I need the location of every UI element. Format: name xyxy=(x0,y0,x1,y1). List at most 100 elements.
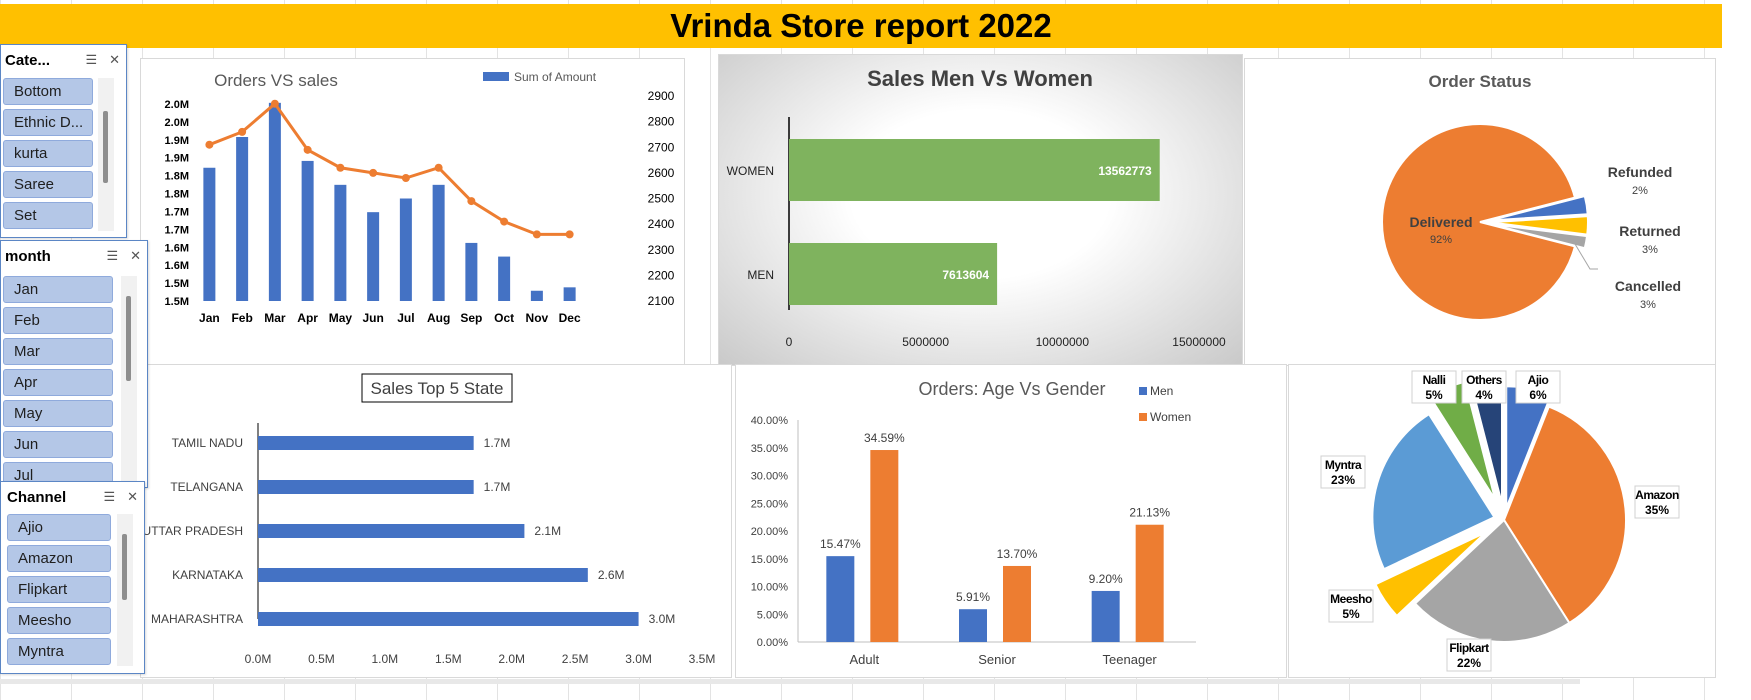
bar xyxy=(203,167,216,301)
clear-filter-icon[interactable]: ✕ xyxy=(127,489,138,504)
slicer-item-apr[interactable]: Apr xyxy=(3,369,113,396)
line-point xyxy=(434,163,443,172)
y-tick-label: 20.00% xyxy=(751,526,789,538)
line-point xyxy=(238,127,247,136)
bar-value-label: 2.1M xyxy=(534,524,561,538)
pie-slice xyxy=(1489,222,1589,250)
channel-slicer[interactable]: Channel ☰ ✕ Ajio Amazon Flipkart Meesho … xyxy=(0,481,145,674)
slicer-item-set[interactable]: Set xyxy=(3,202,93,229)
y-tick-label: TAMIL NADU xyxy=(172,436,243,450)
left-tick-label: 1.6M xyxy=(165,260,189,272)
slicer-item-ajio[interactable]: Ajio xyxy=(7,514,111,541)
y-tick-label: 15.00% xyxy=(751,554,789,566)
multi-select-icon[interactable]: ☰ xyxy=(85,52,98,67)
order-status-chart[interactable]: Order Status Delivered 92% Refunded 2% Return… xyxy=(1244,58,1716,366)
line-point xyxy=(369,168,378,177)
bar-value-label: 21.13% xyxy=(1129,506,1170,520)
slicer-item-amazon[interactable]: Amazon xyxy=(7,545,111,572)
x-tick-label: 0 xyxy=(786,335,793,349)
sheet-bottom-strip xyxy=(0,679,1580,684)
legend-swatch xyxy=(483,72,509,81)
legend-swatch xyxy=(1139,413,1147,421)
bar-value-label: 34.59% xyxy=(864,431,905,445)
bar xyxy=(367,212,380,301)
slicer-item-bottom[interactable]: Bottom xyxy=(3,78,93,105)
left-tick-label: 1.7M xyxy=(165,206,189,218)
right-tick-label: 2600 xyxy=(648,166,675,180)
month-slicer[interactable]: month ☰ ✕ Jan Feb Mar Apr May Jun Jul xyxy=(0,240,148,489)
channel-slicer-scroll-thumb[interactable] xyxy=(122,534,127,600)
slice-label: Ajio xyxy=(1528,373,1549,387)
bar-value-label: 5.91% xyxy=(956,590,990,604)
multi-select-icon[interactable]: ☰ xyxy=(106,248,119,263)
x-tick-label: 2.5M xyxy=(562,652,589,666)
report-banner: Vrinda Store report 2022 xyxy=(0,4,1722,48)
x-tick-label: Teenager xyxy=(1103,652,1158,667)
x-tick-label: 0.5M xyxy=(308,652,335,666)
orders-vs-sales-chart[interactable]: Orders VS sales Sum of Amount 2.0M 2.0M 1.9M… xyxy=(140,58,685,366)
line-point xyxy=(467,197,476,206)
category-slicer-scroll-thumb[interactable] xyxy=(103,111,108,183)
slicer-item-myntra[interactable]: Myntra xyxy=(7,638,111,665)
slicer-item-jan[interactable]: Jan xyxy=(3,276,113,303)
month-slicer-scroll-thumb[interactable] xyxy=(126,296,131,381)
right-tick-label: 2200 xyxy=(648,268,675,282)
category-slicer[interactable]: Cate... ☰ ✕ Bottom Ethnic D... kurta Sar… xyxy=(0,44,127,238)
bar xyxy=(563,287,576,301)
legend-label: Women xyxy=(1150,410,1191,424)
x-tick-label: Aug xyxy=(427,311,450,325)
line-point xyxy=(336,163,345,172)
bar xyxy=(789,243,998,305)
slicer-item-meesho[interactable]: Meesho xyxy=(7,607,111,634)
y-tick-label: 5.00% xyxy=(757,609,788,621)
y-tick-label: 35.00% xyxy=(751,443,789,455)
right-tick-label: 2800 xyxy=(648,115,675,129)
channel-share-chart[interactable]: Ajio 6% Amazon 35% Flipkart 22% Meesho 5% Myntra… xyxy=(1288,364,1716,678)
slicer-item-jun[interactable]: Jun xyxy=(3,431,113,458)
bar-value-label: 1.7M xyxy=(484,480,511,494)
clear-filter-icon[interactable]: ✕ xyxy=(109,52,120,67)
y-tick-label: MAHARASHTRA xyxy=(151,612,243,626)
sales-men-women-chart[interactable]: Sales Men Vs Women 13562773 WOMEN 7613604 ME… xyxy=(718,54,1243,366)
x-tick-label: Apr xyxy=(297,311,318,325)
age-gender-chart[interactable]: Orders: Age Vs Gender Men Women 40.00% 35.00… xyxy=(735,364,1287,678)
slice-pct: 5% xyxy=(1425,388,1443,402)
category-slicer-header: Cate... ☰ ✕ xyxy=(1,45,126,75)
slice-pct: 6% xyxy=(1529,388,1547,402)
top5-state-chart[interactable]: Sales Top 5 State 1.7M TAMIL NADU 1.7M TELAN… xyxy=(140,364,732,678)
pie-slice xyxy=(1381,123,1577,321)
slicer-item-mar[interactable]: Mar xyxy=(3,338,113,365)
slice-pct: 5% xyxy=(1342,607,1360,621)
left-tick-label: 1.6M xyxy=(165,242,189,254)
left-tick-label: 1.8M xyxy=(165,189,189,201)
slicer-item-feb[interactable]: Feb xyxy=(3,307,113,334)
left-tick-label: 1.7M xyxy=(165,224,189,236)
y-tick-label: 30.00% xyxy=(751,471,789,483)
bar xyxy=(465,242,478,301)
chart-title-box xyxy=(361,373,513,403)
left-tick-label: 1.5M xyxy=(165,296,189,308)
clear-filter-icon[interactable]: ✕ xyxy=(130,248,141,263)
slicer-item-saree[interactable]: Saree xyxy=(3,171,93,198)
month-slicer-header: month ☰ ✕ xyxy=(1,241,147,271)
channel-slicer-header: Channel ☰ ✕ xyxy=(1,482,144,512)
slice-label: Flipkart xyxy=(1449,641,1489,655)
x-tick-label: 1.0M xyxy=(372,652,399,666)
chart-title: Order Status xyxy=(1429,72,1532,91)
multi-select-icon[interactable]: ☰ xyxy=(103,489,116,504)
slice-label: Nalli xyxy=(1423,373,1446,387)
slice-label: Refunded xyxy=(1608,164,1673,180)
bar-value-label: 9.20% xyxy=(1089,572,1123,586)
slicer-item-kurta[interactable]: kurta xyxy=(3,140,93,167)
slice-label: Others xyxy=(1466,373,1503,387)
slicer-item-may[interactable]: May xyxy=(3,400,113,427)
x-tick-label: Dec xyxy=(559,311,581,325)
line-point xyxy=(303,145,312,154)
pie-slice xyxy=(1489,215,1589,236)
left-tick-label: 1.8M xyxy=(165,171,189,183)
line-point xyxy=(500,217,509,226)
slicer-item-ethnic[interactable]: Ethnic D... xyxy=(3,109,93,136)
x-tick-label: 3.0M xyxy=(625,652,652,666)
y-tick-label: WOMEN xyxy=(727,164,774,178)
slicer-item-flipkart[interactable]: Flipkart xyxy=(7,576,111,603)
